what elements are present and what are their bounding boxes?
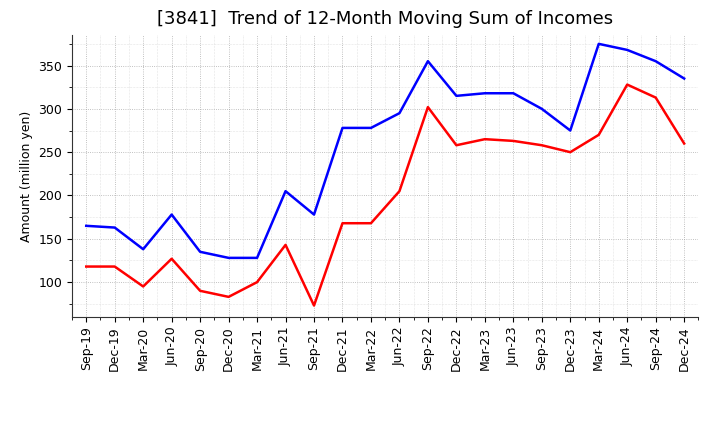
Ordinary Income [423, 59, 432, 64]
Ordinary Income [537, 106, 546, 111]
Ordinary Income [680, 76, 688, 81]
Net Income [310, 303, 318, 308]
Ordinary Income [225, 255, 233, 260]
Ordinary Income [395, 110, 404, 116]
Net Income [82, 264, 91, 269]
Ordinary Income [566, 128, 575, 133]
Ordinary Income [623, 47, 631, 52]
Net Income [680, 141, 688, 146]
Net Income [110, 264, 119, 269]
Net Income [423, 104, 432, 110]
Net Income [366, 220, 375, 226]
Ordinary Income [480, 91, 489, 96]
Ordinary Income [82, 223, 91, 228]
Ordinary Income [139, 246, 148, 252]
Net Income [225, 294, 233, 300]
Ordinary Income [167, 212, 176, 217]
Net Income [167, 256, 176, 261]
Net Income [395, 188, 404, 194]
Line: Net Income: Net Income [86, 84, 684, 305]
Net Income [652, 95, 660, 100]
Ordinary Income [338, 125, 347, 131]
Net Income [595, 132, 603, 137]
Ordinary Income [253, 255, 261, 260]
Net Income [537, 143, 546, 148]
Ordinary Income [652, 59, 660, 64]
Ordinary Income [196, 249, 204, 254]
Ordinary Income [595, 41, 603, 47]
Ordinary Income [366, 125, 375, 131]
Net Income [452, 143, 461, 148]
Net Income [566, 150, 575, 155]
Net Income [509, 138, 518, 143]
Net Income [282, 242, 290, 248]
Net Income [623, 82, 631, 87]
Ordinary Income [452, 93, 461, 99]
Title: [3841]  Trend of 12-Month Moving Sum of Incomes: [3841] Trend of 12-Month Moving Sum of I… [157, 10, 613, 28]
Line: Ordinary Income: Ordinary Income [86, 44, 684, 258]
Ordinary Income [310, 212, 318, 217]
Ordinary Income [509, 91, 518, 96]
Net Income [480, 136, 489, 142]
Y-axis label: Amount (million yen): Amount (million yen) [20, 110, 33, 242]
Net Income [253, 279, 261, 285]
Net Income [338, 220, 347, 226]
Net Income [196, 288, 204, 293]
Net Income [139, 284, 148, 289]
Ordinary Income [282, 188, 290, 194]
Ordinary Income [110, 225, 119, 230]
